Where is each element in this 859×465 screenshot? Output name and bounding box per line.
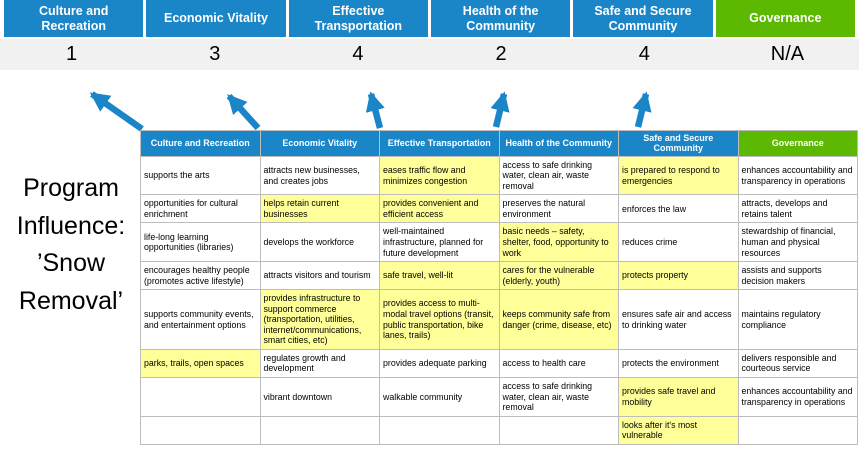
score-effective-transportation: 4 <box>352 43 364 65</box>
matrix-cell-highlighted: parks, trails, open spaces <box>140 348 261 378</box>
category-header-band: Culture and Recreation Economic Vitality E… <box>0 0 859 37</box>
category-header-governance: Governance <box>715 0 855 37</box>
matrix-header-culture-and-recreation: Culture and Recreation <box>140 130 261 157</box>
matrix-cell: walkable community <box>379 376 500 417</box>
matrix-cell: well-maintained infrastructure, planned … <box>379 222 500 263</box>
arrow-icon <box>632 91 652 128</box>
matrix-cell: access to health care <box>498 348 619 378</box>
matrix-cell: assists and supports decision makers <box>737 261 858 291</box>
matrix-cell: attracts visitors and tourism <box>259 261 380 291</box>
matrix-row-1: supports the arts attracts new businesses… <box>140 155 858 196</box>
matrix-cell-highlighted: protects property <box>618 261 739 291</box>
matrix-cell: enforces the law <box>618 194 739 224</box>
matrix-cell-highlighted: basic needs – safety, shelter, food, opp… <box>498 222 619 263</box>
matrix-cell <box>379 415 500 445</box>
score-band: 1 3 4 2 4 N/A <box>0 39 859 70</box>
matrix-cell: provides adequate parking <box>379 348 500 378</box>
matrix-cell: delivers responsible and courteous servi… <box>737 348 858 378</box>
matrix-header-health-of-the-community: Health of the Community <box>498 130 619 157</box>
matrix-cell: reduces crime <box>618 222 739 263</box>
matrix-row-8: looks after it's most vulnerable <box>140 415 858 445</box>
matrix-cell-highlighted: looks after it's most vulnerable <box>618 415 739 445</box>
matrix-cell <box>140 376 261 417</box>
matrix-cell: access to safe drinking water, clean air… <box>498 376 619 417</box>
category-header-health-of-the-community: Health of the Community <box>430 0 571 37</box>
matrix-row-5: supports community events, and entertain… <box>140 289 858 350</box>
matrix-cell: attracts new businesses, and creates job… <box>259 155 380 196</box>
category-header-effective-transportation: Effective Transportation <box>288 0 428 37</box>
matrix-cell: attracts, develops and retains talent <box>737 194 858 224</box>
category-header-safe-and-secure-community: Safe and Secure Community <box>573 0 713 37</box>
matrix-cell-highlighted: cares for the vulnerable (elderly, youth… <box>498 261 619 291</box>
matrix-cell-highlighted: provides convenient and efficient access <box>379 194 500 224</box>
matrix-cell: encourages healthy people (promotes acti… <box>140 261 261 291</box>
matrix-cell: regulates growth and development <box>259 348 380 378</box>
matrix-cell <box>737 415 858 445</box>
score-culture-and-recreation: 1 <box>66 43 78 65</box>
arrow-icon <box>365 91 385 129</box>
score-governance: N/A <box>770 43 805 65</box>
matrix-cell: vibrant downtown <box>259 376 380 417</box>
matrix-row-3: life-long learning opportunities (librar… <box>140 222 858 263</box>
arrow-icon <box>226 93 261 131</box>
matrix-cell-highlighted: safe travel, well-lit <box>379 261 500 291</box>
matrix-row-6: parks, trails, open spaces regulates grow… <box>140 348 858 378</box>
matrix-row-7: vibrant downtown walkable community access… <box>140 376 858 417</box>
matrix-cell-highlighted: provides access to multi-modal travel op… <box>379 289 500 350</box>
matrix-cell-highlighted: helps retain current businesses <box>259 194 380 224</box>
score-safe-and-secure-community: 4 <box>638 43 650 65</box>
matrix-cell: life-long learning opportunities (librar… <box>140 222 261 263</box>
score-arrows <box>89 91 652 132</box>
matrix-cell: access to safe drinking water, clean air… <box>498 155 619 196</box>
matrix-cell-highlighted: is prepared to respond to emergencies <box>618 155 739 196</box>
category-header-culture-and-recreation: Culture and Recreation <box>4 0 144 37</box>
matrix-cell <box>498 415 619 445</box>
matrix-cell: preserves the natural environment <box>498 194 619 224</box>
matrix-cell: supports the arts <box>140 155 261 196</box>
matrix-cell-highlighted: provides safe travel and mobility <box>618 376 739 417</box>
matrix-cell: enhances accountability and transparency… <box>737 155 858 196</box>
matrix-header-governance: Governance <box>737 130 858 157</box>
arrow-icon <box>490 91 510 128</box>
influence-matrix-table: Culture and Recreation Economic Vitality E… <box>140 130 858 445</box>
matrix-cell-highlighted: provides infrastructure to support comme… <box>259 289 380 350</box>
matrix-cell: maintains regulatory compliance <box>737 289 858 350</box>
matrix-cell: supports community events, and entertain… <box>140 289 261 350</box>
matrix-cell: develops the workforce <box>259 222 380 263</box>
arrow-icon <box>89 91 144 132</box>
matrix-header-safe-and-secure-community: Safe and Secure Community <box>618 130 739 157</box>
matrix-cell <box>259 415 380 445</box>
matrix-header-effective-transportation: Effective Transportation <box>379 130 500 157</box>
category-header-economic-vitality: Economic Vitality <box>146 0 286 37</box>
matrix-cell-highlighted: eases traffic flow and minimizes congest… <box>379 155 500 196</box>
matrix-cell: opportunities for cultural enrichment <box>140 194 261 224</box>
score-economic-vitality: 3 <box>209 43 221 65</box>
matrix-header-economic-vitality: Economic Vitality <box>259 130 380 157</box>
matrix-cell: enhances accountability and transparency… <box>737 376 858 417</box>
matrix-cell-highlighted: keeps community safe from danger (crime,… <box>498 289 619 350</box>
matrix-cell <box>140 415 261 445</box>
score-health-of-the-community: 2 <box>495 43 507 65</box>
matrix-row-4: encourages healthy people (promotes acti… <box>140 261 858 291</box>
matrix-cell: ensures safe air and access to drinking … <box>618 289 739 350</box>
matrix-cell: stewardship of financial, human and phys… <box>737 222 858 263</box>
matrix-cell: protects the environment <box>618 348 739 378</box>
program-influence-label: Program Influence: ’Snow Removal’ <box>16 174 126 315</box>
matrix-header-row: Culture and Recreation Economic Vitality E… <box>140 130 858 157</box>
matrix-row-2: opportunities for cultural enrichment hel… <box>140 194 858 224</box>
